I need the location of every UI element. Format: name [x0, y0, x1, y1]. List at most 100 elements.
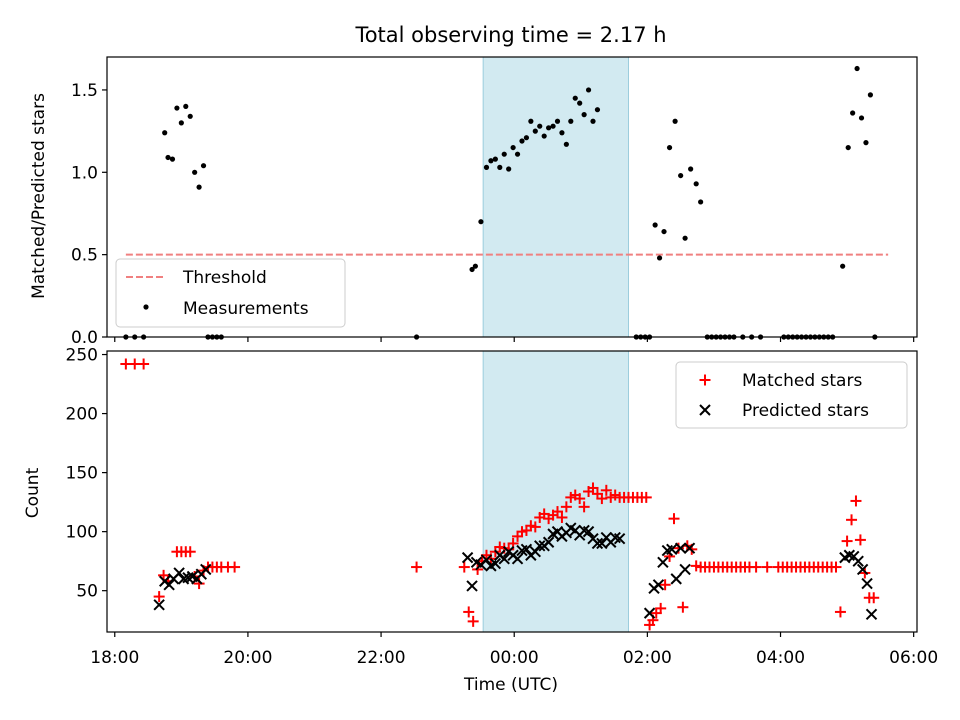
x-marker-b — [466, 580, 478, 592]
measurement-point — [858, 115, 865, 121]
predicted-stars-point — [856, 563, 869, 576]
x-tick-label: 18:00 — [90, 648, 139, 668]
matched-stars-point — [850, 495, 862, 507]
measurement-point — [537, 123, 543, 129]
predicted-stars-point — [466, 580, 478, 592]
predicted-stars-point — [200, 563, 212, 576]
measurement-point — [661, 228, 667, 235]
matched-stars-point — [556, 511, 568, 523]
axes-frame — [106, 56, 918, 338]
axes-frame — [106, 350, 918, 633]
matched-stars-point — [578, 501, 590, 513]
x-tick-label: 04:00 — [756, 648, 805, 668]
x-marker-b — [652, 579, 665, 591]
y-tick-label: 0.5 — [71, 246, 98, 266]
matched-stars-point — [830, 561, 842, 573]
measurement-point — [519, 138, 525, 144]
x-marker-b — [173, 567, 185, 579]
x-marker-b — [565, 522, 577, 534]
x-marker-b — [470, 556, 483, 569]
matched-stars-point — [229, 561, 241, 573]
measurement-point — [501, 151, 507, 157]
measurement-point — [550, 123, 556, 129]
x-marker-b — [666, 543, 678, 556]
observing-window-band — [483, 351, 629, 632]
legend: Threshold Measurements — [115, 258, 346, 328]
legend-predicted-swatch-b — [699, 404, 711, 416]
legend-series-label: Predicted stars — [742, 401, 869, 421]
x-marker-b — [489, 557, 502, 570]
predicted-stars-point — [852, 555, 864, 567]
x-marker-b — [852, 555, 864, 567]
matched-stars-point — [600, 484, 612, 496]
predicted-stars-point — [591, 537, 604, 550]
measurement-point — [523, 135, 530, 141]
measurement-point — [672, 118, 678, 124]
x-marker-b — [163, 579, 175, 591]
x-tick-label: 02:00 — [623, 648, 672, 668]
matched-stars-point — [551, 506, 563, 518]
measurement-point — [528, 118, 534, 124]
predicted-stars-point — [480, 554, 493, 566]
x-marker-b — [534, 540, 546, 552]
matched-stars-point — [138, 358, 150, 370]
measurement-point — [469, 266, 475, 273]
x-marker-b — [520, 543, 533, 556]
matched-stars-point — [574, 493, 586, 505]
x-marker-b — [529, 546, 542, 558]
measurement-point — [693, 181, 699, 187]
predicted-stars-point — [582, 525, 595, 538]
measurement-point — [568, 118, 574, 124]
x-marker-b — [674, 542, 687, 554]
x-marker-b — [856, 563, 869, 576]
legend-series-label: Matched stars — [742, 371, 862, 391]
measurement-point — [581, 112, 587, 118]
x-marker-b — [186, 570, 199, 583]
x-marker-b — [511, 553, 524, 565]
matched-stars-point — [672, 542, 684, 554]
predicted-stars-point — [542, 536, 555, 548]
predicted-stars-point — [511, 553, 524, 565]
x-marker-b — [498, 553, 510, 565]
measurement-point — [169, 156, 176, 162]
series-predicted-stars — [153, 522, 878, 620]
measurement-point — [492, 156, 498, 162]
y-tick-label: 50 — [76, 582, 98, 602]
measurement-point — [546, 125, 552, 131]
predicted-stars-point — [643, 607, 656, 619]
measurement-point — [483, 164, 490, 170]
x-marker-b — [153, 599, 165, 611]
measurement-point — [678, 172, 684, 179]
x-marker-b — [542, 536, 555, 548]
measurement-point — [590, 118, 596, 124]
legend-measurements-label: Measurements — [183, 299, 309, 319]
x-marker-b — [200, 563, 212, 576]
measurement-point — [165, 154, 171, 161]
x-tick-label: 00:00 — [490, 648, 539, 668]
measurement-point — [682, 235, 688, 241]
measurement-point — [174, 105, 180, 111]
predicted-stars-point — [674, 542, 687, 554]
y-tick-label: 0.0 — [71, 328, 98, 348]
x-marker-b — [843, 549, 856, 561]
y-tick-label: 100 — [66, 523, 98, 543]
measurement-point — [867, 92, 873, 98]
measurement-point — [488, 158, 494, 164]
matched-stars-point — [677, 601, 689, 613]
measurement-point — [192, 169, 198, 175]
matched-stars-point — [761, 561, 773, 573]
predicted-stars-point — [679, 563, 691, 576]
measurement-point — [478, 219, 484, 225]
matched-stars-point — [467, 615, 479, 627]
matched-stars-point — [587, 482, 599, 494]
measurement-point — [200, 163, 207, 169]
measurement-point — [554, 118, 561, 124]
matched-stars-point — [655, 602, 667, 614]
matched-stars-point — [750, 561, 762, 573]
measurement-point — [506, 166, 512, 172]
measurement-point — [187, 113, 193, 119]
measurement-point — [594, 107, 601, 113]
predicted-stars-point — [163, 579, 175, 591]
predicted-stars-point — [520, 543, 533, 556]
